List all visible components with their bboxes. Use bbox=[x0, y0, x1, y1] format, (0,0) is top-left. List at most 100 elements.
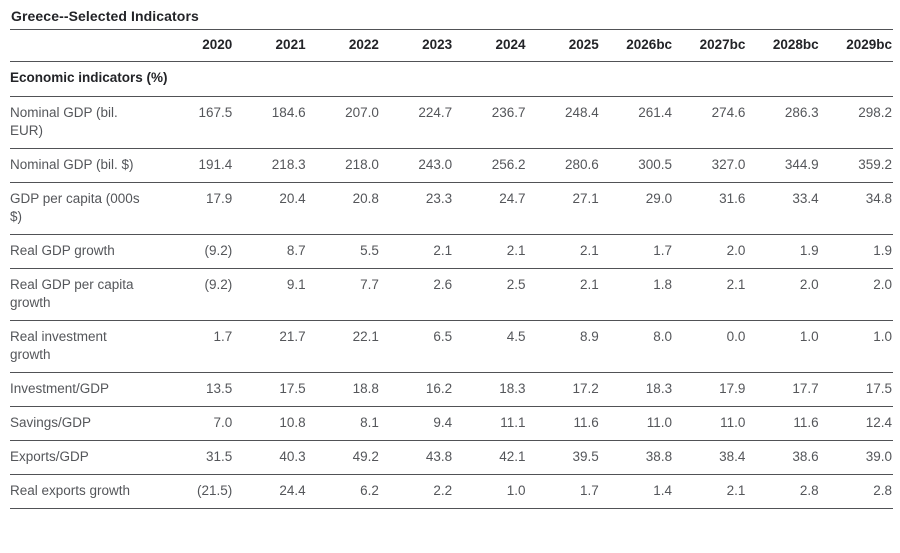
year-header-cell: 2020 bbox=[160, 29, 234, 62]
value-cell: 17.2 bbox=[526, 372, 600, 407]
value-cell: 2.1 bbox=[526, 234, 600, 269]
value-cell: 359.2 bbox=[819, 148, 893, 183]
table-row: Nominal GDP (bil. $) 191.4 218.3 218.0 243.0… bbox=[10, 148, 893, 183]
value-cell: 38.8 bbox=[599, 440, 674, 475]
value-cell: 16.2 bbox=[379, 372, 454, 407]
value-cell: 7.7 bbox=[306, 268, 380, 321]
value-cell: 7.0 bbox=[160, 406, 234, 441]
value-cell: 218.0 bbox=[306, 148, 380, 183]
value-cell: 6.2 bbox=[306, 474, 380, 509]
value-cell: (9.2) bbox=[160, 268, 234, 321]
value-cell: 8.0 bbox=[599, 320, 674, 373]
value-cell: 1.7 bbox=[160, 320, 234, 373]
value-cell: 29.0 bbox=[599, 182, 674, 235]
value-cell: 34.8 bbox=[819, 182, 893, 235]
value-cell: 18.3 bbox=[599, 372, 674, 407]
value-cell: 23.3 bbox=[379, 182, 454, 235]
value-cell: 31.5 bbox=[160, 440, 234, 475]
value-cell: 298.2 bbox=[819, 96, 893, 149]
value-cell: 18.8 bbox=[306, 372, 380, 407]
year-header-row: 2020 2021 2022 2023 2024 2025 2026bc 2027bc 2028… bbox=[10, 29, 893, 62]
value-cell: 11.0 bbox=[673, 406, 747, 441]
value-cell: 207.0 bbox=[306, 96, 380, 149]
year-header-cell: 2029bc bbox=[819, 29, 893, 62]
value-cell: 167.5 bbox=[160, 96, 234, 149]
value-cell: 10.8 bbox=[233, 406, 307, 441]
value-cell: 11.6 bbox=[526, 406, 600, 441]
value-cell: 17.5 bbox=[233, 372, 307, 407]
row-label: Nominal GDP (bil. EUR) bbox=[10, 96, 160, 149]
value-cell: 27.1 bbox=[526, 182, 600, 235]
value-cell: 1.0 bbox=[819, 320, 893, 373]
row-label: Investment/GDP bbox=[10, 372, 160, 407]
year-header-cell: 2024 bbox=[453, 29, 527, 62]
value-cell: 17.5 bbox=[819, 372, 893, 407]
value-cell: 22.1 bbox=[306, 320, 380, 373]
table-body: Economic indicators (%) Nominal GDP (bil… bbox=[10, 61, 893, 509]
value-cell: 261.4 bbox=[599, 96, 674, 149]
table-row: Real exports growth (21.5) 24.4 6.2 2.2 1.0 1.… bbox=[10, 474, 893, 509]
value-cell: 8.7 bbox=[233, 234, 307, 269]
indicators-table: 2020 2021 2022 2023 2024 2025 2026bc 2027bc 2028… bbox=[10, 29, 893, 509]
value-cell: 4.5 bbox=[453, 320, 527, 373]
value-cell: 2.1 bbox=[379, 234, 454, 269]
year-header-cell: 2026bc bbox=[599, 29, 674, 62]
year-header-cell: 2027bc bbox=[673, 29, 747, 62]
value-cell: 21.7 bbox=[233, 320, 307, 373]
value-cell: 2.1 bbox=[453, 234, 527, 269]
year-header-cell: 2023 bbox=[379, 29, 454, 62]
value-cell: 5.5 bbox=[306, 234, 380, 269]
table-row: Investment/GDP 13.5 17.5 18.8 16.2 18.3 17.2 18… bbox=[10, 372, 893, 407]
value-cell: 40.3 bbox=[233, 440, 307, 475]
value-cell: 327.0 bbox=[673, 148, 747, 183]
value-cell: 2.2 bbox=[379, 474, 454, 509]
row-label: Nominal GDP (bil. $) bbox=[10, 148, 160, 183]
value-cell: 39.0 bbox=[819, 440, 893, 475]
value-cell: 39.5 bbox=[526, 440, 600, 475]
value-cell: 191.4 bbox=[160, 148, 234, 183]
value-cell: 11.1 bbox=[453, 406, 527, 441]
value-cell: 2.5 bbox=[453, 268, 527, 321]
table-row: Nominal GDP (bil. EUR) 167.5 184.6 207.0 224… bbox=[10, 96, 893, 149]
value-cell: 31.6 bbox=[673, 182, 747, 235]
value-cell: 1.9 bbox=[819, 234, 893, 269]
year-header-cell: 2021 bbox=[233, 29, 307, 62]
table-row: GDP per capita (000s $) 17.9 20.4 20.8 23.3 2… bbox=[10, 182, 893, 235]
value-cell: 8.9 bbox=[526, 320, 600, 373]
value-cell: 38.4 bbox=[673, 440, 747, 475]
empty-header-cell bbox=[10, 29, 160, 62]
value-cell: 8.1 bbox=[306, 406, 380, 441]
value-cell: 300.5 bbox=[599, 148, 674, 183]
table-row: Exports/GDP 31.5 40.3 49.2 43.8 42.1 39.5 38.8 3… bbox=[10, 440, 893, 475]
section-header-row: Economic indicators (%) bbox=[10, 61, 893, 97]
value-cell: (21.5) bbox=[160, 474, 234, 509]
value-cell: 1.4 bbox=[599, 474, 674, 509]
value-cell: 13.5 bbox=[160, 372, 234, 407]
value-cell: 11.0 bbox=[599, 406, 674, 441]
value-cell: 1.0 bbox=[453, 474, 527, 509]
value-cell: 256.2 bbox=[453, 148, 527, 183]
table-row: Savings/GDP 7.0 10.8 8.1 9.4 11.1 11.6 11.0 11.0… bbox=[10, 406, 893, 441]
year-header-cell: 2025 bbox=[526, 29, 600, 62]
table-row: Real GDP growth (9.2) 8.7 5.5 2.1 2.1 2.1 1.7 2.… bbox=[10, 234, 893, 269]
value-cell: 274.6 bbox=[673, 96, 747, 149]
row-label: GDP per capita (000s $) bbox=[10, 182, 160, 235]
value-cell: 24.4 bbox=[233, 474, 307, 509]
value-cell: 2.1 bbox=[526, 268, 600, 321]
year-header-cell: 2028bc bbox=[746, 29, 820, 62]
value-cell: 2.0 bbox=[819, 268, 893, 321]
value-cell: 280.6 bbox=[526, 148, 600, 183]
row-label: Savings/GDP bbox=[10, 406, 160, 441]
value-cell: 2.0 bbox=[746, 268, 820, 321]
value-cell: 2.8 bbox=[746, 474, 820, 509]
row-label: Real GDP per capita growth bbox=[10, 268, 160, 321]
row-label: Real GDP growth bbox=[10, 234, 160, 269]
value-cell: 1.8 bbox=[599, 268, 674, 321]
value-cell: 33.4 bbox=[746, 182, 820, 235]
year-header-cell: 2022 bbox=[306, 29, 380, 62]
value-cell: 224.7 bbox=[379, 96, 454, 149]
table-row: Real investment growth 1.7 21.7 22.1 6.5 4.5 8… bbox=[10, 320, 893, 373]
value-cell: 1.7 bbox=[599, 234, 674, 269]
value-cell: 17.9 bbox=[673, 372, 747, 407]
value-cell: 9.4 bbox=[379, 406, 454, 441]
